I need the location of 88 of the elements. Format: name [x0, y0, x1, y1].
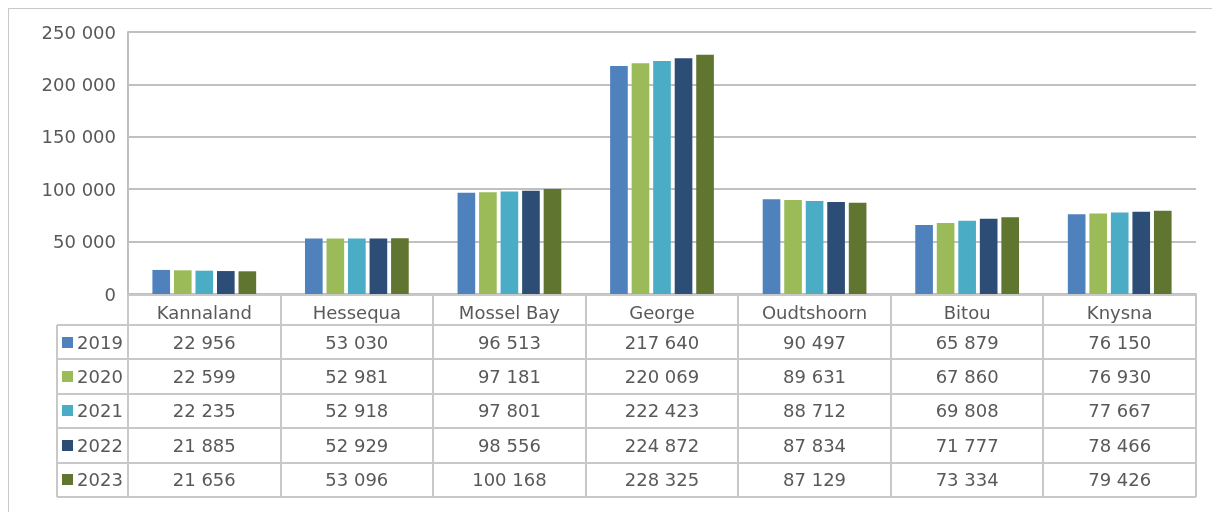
bar: [173, 270, 192, 294]
data-label: 224 872: [623, 433, 701, 458]
data-label: 76 930: [1087, 365, 1153, 390]
bar: [936, 222, 955, 294]
bar: [696, 54, 714, 294]
bar: [915, 224, 933, 294]
bar: [500, 191, 519, 294]
x-tick-label: Mossel Bay: [458, 301, 561, 323]
bar: [152, 269, 171, 294]
data-label: 52 981: [324, 365, 390, 390]
bar: [631, 63, 650, 294]
x-tick-label: Hessequa: [312, 301, 402, 323]
bar: [348, 238, 366, 294]
y-tick-label: 200 000: [41, 73, 116, 95]
y-tick-label: 100 000: [41, 178, 116, 200]
data-label: 89 631: [782, 365, 848, 390]
bar: [1001, 217, 1020, 294]
data-label: 71 777: [934, 433, 1000, 458]
bar: [216, 271, 235, 294]
y-tick-label: 0: [104, 283, 116, 305]
data-label: 77 667: [1087, 399, 1153, 424]
bar: [784, 200, 802, 294]
legend-label: 2023: [77, 469, 123, 491]
bar: [1110, 212, 1129, 294]
bar: [543, 189, 562, 294]
data-label: 98 556: [476, 433, 542, 458]
bar: [479, 192, 497, 294]
bar: [369, 238, 388, 294]
data-label: 97 801: [476, 399, 542, 424]
y-tick-label: 150 000: [41, 126, 116, 148]
bar: [304, 238, 323, 294]
data-label: 21 885: [171, 433, 237, 458]
bar: [522, 190, 540, 294]
bar: [1132, 211, 1151, 294]
bar: [958, 220, 976, 294]
bar: [610, 65, 628, 294]
data-label: 22 956: [171, 330, 237, 355]
bar: [457, 192, 476, 294]
bar: [848, 202, 867, 294]
data-label: 53 096: [324, 468, 390, 493]
x-tick-label: Kannaland: [156, 301, 252, 323]
data-label: 96 513: [476, 330, 542, 355]
data-label: 22 599: [171, 365, 237, 390]
x-tick-label: Knysna: [1086, 301, 1153, 323]
y-tick-label: 50 000: [53, 231, 116, 253]
legend-label: 2021: [77, 400, 123, 422]
data-label: 76 150: [1087, 330, 1153, 355]
bar: [805, 201, 824, 294]
data-label: 217 640: [623, 330, 701, 355]
legend-label: 2022: [77, 434, 123, 456]
bar: [391, 238, 409, 294]
data-label: 222 423: [623, 399, 701, 424]
legend-label: 2020: [77, 366, 123, 388]
data-label: 87 129: [782, 468, 848, 493]
data-label: 53 030: [324, 330, 390, 355]
data-label: 228 325: [623, 468, 701, 493]
data-label: 90 497: [782, 330, 848, 355]
y-tick-label: 250 000: [41, 21, 116, 43]
data-label: 22 235: [171, 399, 237, 424]
data-label: 78 466: [1087, 433, 1153, 458]
data-label: 79 426: [1087, 468, 1153, 493]
x-tick-label: George: [629, 301, 695, 323]
data-label: 65 879: [934, 330, 1000, 355]
x-tick-label: Bitou: [943, 301, 991, 323]
data-label: 52 929: [324, 433, 390, 458]
data-label: 52 918: [324, 399, 390, 424]
data-label: 21 656: [171, 468, 237, 493]
bar: [653, 60, 671, 294]
data-label: 88 712: [782, 399, 848, 424]
bar: [1153, 210, 1172, 294]
bar: [1089, 213, 1108, 294]
bar: [762, 199, 781, 294]
data-label: 67 860: [934, 365, 1000, 390]
data-label: 69 808: [934, 399, 1000, 424]
data-label: 97 181: [476, 365, 542, 390]
data-label: 87 834: [782, 433, 848, 458]
data-label: 73 334: [934, 468, 1000, 493]
bar: [979, 218, 998, 294]
data-label: 100 168: [471, 468, 548, 493]
bar: [827, 201, 845, 294]
bar: [1067, 214, 1086, 294]
bar: [195, 270, 214, 294]
bar: [326, 238, 345, 294]
bar: [674, 58, 693, 294]
data-label: 220 069: [623, 365, 701, 390]
bar: [238, 271, 257, 294]
x-tick-label: Oudtshoorn: [761, 301, 868, 323]
legend-label: 2019: [77, 331, 123, 353]
